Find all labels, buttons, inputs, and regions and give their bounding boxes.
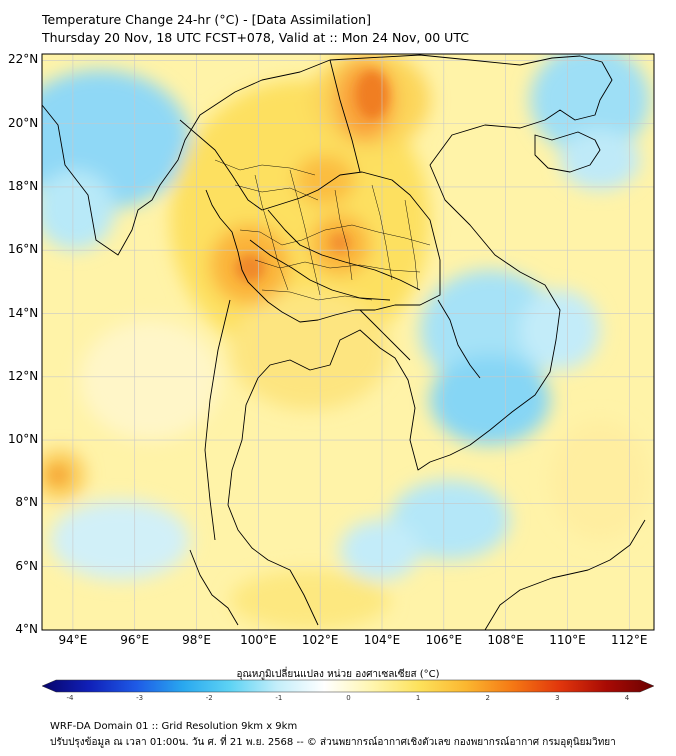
- lon-label: 106°E: [425, 633, 463, 647]
- lat-label: 10°N: [8, 432, 39, 447]
- lat-label: 12°N: [8, 368, 39, 383]
- colorbar-tick: 4: [624, 694, 630, 702]
- lat-label: 8°N: [15, 495, 38, 510]
- lat-label: 14°N: [8, 305, 39, 320]
- lon-label: 112°E: [611, 633, 648, 647]
- lon-label: 98°E: [182, 633, 211, 647]
- lon-label: 94°E: [58, 633, 88, 647]
- colorbar-tick: -2: [205, 694, 213, 702]
- lon-label: 100°E: [240, 633, 277, 647]
- colorbar-tick: 2: [485, 694, 490, 702]
- colorbar-title: อุณหภูมิเปลี่ยนแปลง หน่วย องศาเซลเซียส (…: [236, 669, 440, 680]
- temperature-field: [42, 54, 654, 630]
- lon-label: 104°E: [363, 633, 401, 647]
- lon-label: 102°E: [301, 633, 339, 647]
- lat-label: 22°N: [8, 52, 39, 67]
- colorbar-tick: -1: [275, 694, 283, 702]
- lon-label: 110°E: [549, 633, 586, 647]
- colorbar-tick: -3: [136, 694, 144, 702]
- colorbar-bar: [41, 679, 655, 693]
- colorbar-tick: 0: [346, 694, 351, 702]
- footer-credit: ปรับปรุงข้อมูล ณ เวลา 01:00น. วัน ศ. ที่…: [50, 737, 616, 748]
- lat-label: 4°N: [15, 622, 38, 636]
- colorbar-tick: 1: [415, 694, 421, 702]
- footer-resolution: WRF-DA Domain 01 :: Grid Resolution 9km …: [50, 721, 298, 732]
- lat-label: 18°N: [8, 178, 39, 193]
- colorbar-tick: -4: [66, 694, 74, 702]
- lon-label: 108°E: [487, 633, 524, 647]
- lon-label: 96°E: [120, 633, 150, 647]
- lat-label: 6°N: [15, 558, 38, 573]
- map-title: Temperature Change 24-hr (°C) - [Data As…: [42, 12, 371, 27]
- colorbar-tick: 3: [555, 694, 560, 702]
- lat-label: 20°N: [8, 115, 39, 130]
- coastlines-and-borders: [41, 54, 646, 631]
- lat-label: 16°N: [8, 242, 39, 257]
- map-subtitle: Thursday 20 Nov, 18 UTC FCST+078, Valid …: [42, 30, 469, 45]
- province-boundaries: [214, 159, 431, 301]
- graticule: [42, 54, 654, 631]
